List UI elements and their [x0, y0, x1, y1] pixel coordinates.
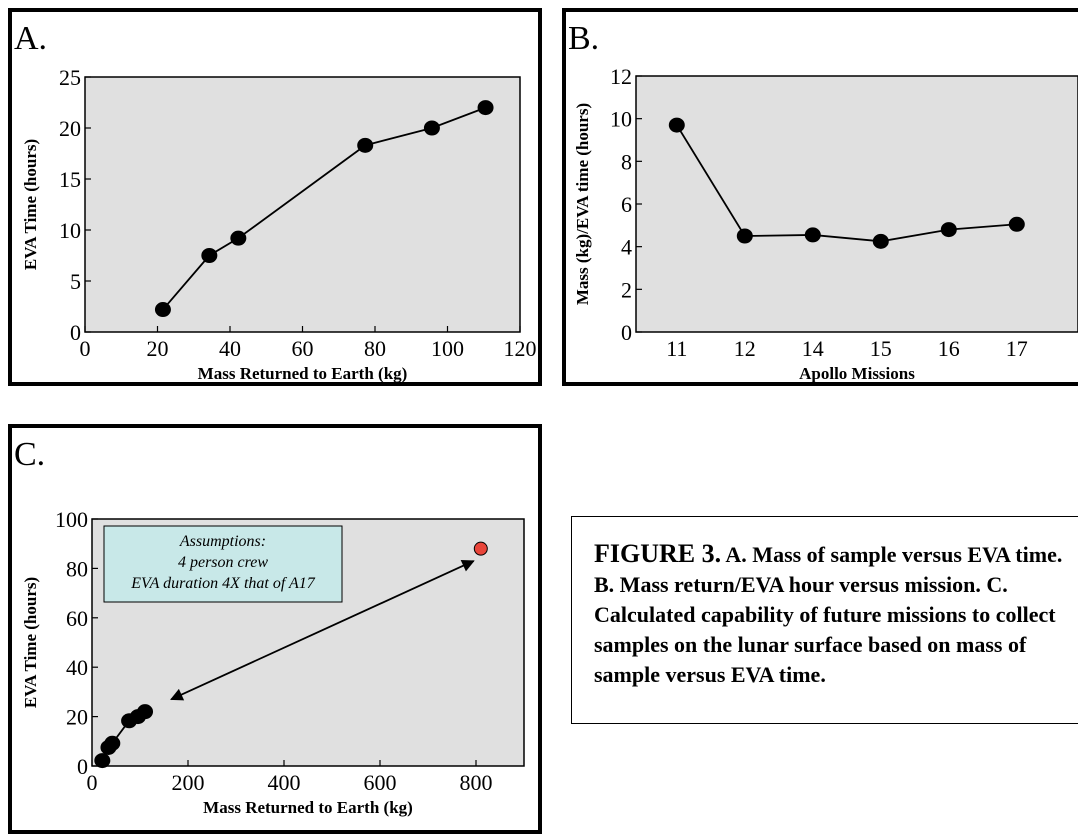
chart-a: Mass Returned to Earth (kg) EVA Time (hou… [21, 65, 537, 383]
data-point [154, 302, 171, 318]
y-tick-label: 40 [66, 655, 88, 680]
x-tick-label: 16 [938, 336, 960, 361]
y-tick-label: 15 [59, 167, 81, 192]
assumptions-line: Assumptions: [179, 533, 266, 550]
panel-c-letter: C. [14, 436, 46, 473]
x-axis-label: Apollo Missions [799, 364, 915, 383]
data-point [477, 100, 494, 116]
y-tick-label: 12 [610, 64, 632, 89]
panel-a: A. Mass Returned to Earth (kg) EVA Time (… [8, 8, 542, 386]
y-tick-label: 100 [55, 507, 88, 532]
data-point [940, 222, 957, 238]
data-point [201, 248, 218, 263]
x-axis-label: Mass Returned to Earth (kg) [203, 798, 413, 817]
series-line [676, 124, 1017, 243]
y-tick-label: 80 [66, 556, 88, 581]
y-tick-label: 25 [59, 65, 81, 90]
x-tick-label: 14 [802, 336, 824, 361]
figure-caption: FIGURE 3. A. Mass of sample versus EVA t… [594, 539, 1074, 690]
y-tick-label: 6 [621, 192, 632, 217]
y-tick-label: 8 [621, 149, 632, 174]
caption-lead: FIGURE 3. [594, 539, 722, 568]
y-tick-label: 0 [70, 320, 81, 345]
x-tick-label: 100 [431, 336, 464, 361]
y-tick-label: 5 [70, 269, 81, 294]
data-point [357, 137, 374, 153]
x-tick-label: 20 [147, 336, 169, 361]
assumptions-line: 4 person crew [178, 554, 268, 571]
y-tick-label: 20 [59, 116, 81, 141]
y-tick-label: 60 [66, 606, 88, 631]
data-point [230, 230, 247, 246]
y-axis-label: EVA Time (hours) [21, 577, 40, 708]
chart-b: Apollo Missions Mass (kg)/EVA time (hours… [573, 64, 1078, 383]
plot-area [84, 76, 521, 333]
y-tick-label: 10 [610, 107, 632, 132]
x-tick-label: 800 [460, 770, 493, 795]
x-tick-label: 600 [364, 770, 397, 795]
y-tick-label: 0 [77, 754, 88, 779]
y-tick-label: 2 [621, 277, 632, 302]
data-point [736, 228, 753, 244]
panel-b: B. Apollo Missions Mass (kg)/EVA time (ho… [562, 8, 1078, 386]
x-tick-label: 40 [219, 336, 241, 361]
assumptions-line: EVA duration 4X that of A17 [130, 575, 316, 592]
y-axis-label: Mass (kg)/EVA time (hours) [573, 103, 592, 305]
data-point [1008, 216, 1025, 232]
x-tick-label: 0 [80, 336, 91, 361]
plot-area [635, 75, 1078, 333]
data-point [423, 120, 440, 136]
y-tick-label: 4 [621, 235, 632, 260]
x-tick-label: 200 [172, 770, 205, 795]
data-point [872, 233, 889, 249]
y-tick-label: 0 [621, 320, 632, 345]
y-tick-label: 20 [66, 705, 88, 730]
x-axis-label: Mass Returned to Earth (kg) [198, 364, 408, 383]
figure-caption-box: FIGURE 3. A. Mass of sample versus EVA t… [571, 516, 1078, 724]
data-point [137, 704, 154, 720]
x-tick-label: 0 [87, 770, 98, 795]
x-tick-label: 12 [734, 336, 756, 361]
panel-a-letter: A. [14, 20, 48, 57]
data-point [668, 117, 685, 133]
projected-point [473, 541, 488, 556]
x-tick-label: 60 [292, 336, 314, 361]
assumptions-box [103, 525, 343, 603]
series-line [162, 106, 486, 311]
x-tick-label: 80 [364, 336, 386, 361]
data-point [94, 753, 111, 769]
chart-c: Mass Returned to Earth (kg) EVA Time (hou… [21, 507, 525, 817]
panel-c: C. Mass Returned to Earth (kg) EVA Time (… [8, 424, 542, 834]
x-tick-label: 17 [1006, 336, 1028, 361]
data-point [804, 227, 821, 243]
data-point [104, 735, 121, 751]
x-tick-label: 15 [870, 336, 892, 361]
y-tick-label: 10 [59, 218, 81, 243]
x-tick-label: 400 [268, 770, 301, 795]
x-tick-label: 120 [504, 336, 537, 361]
y-axis-label: EVA Time (hours) [21, 139, 40, 270]
panel-b-letter: B. [568, 20, 600, 57]
double-arrow [170, 559, 475, 701]
caption-body: A. Mass of sample versus EVA time. B. Ma… [594, 542, 1063, 687]
x-tick-label: 11 [666, 336, 687, 361]
